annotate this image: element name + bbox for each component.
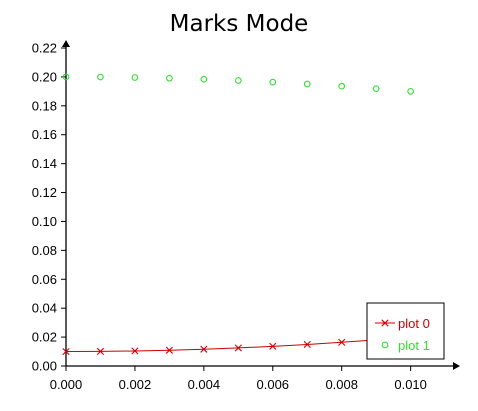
y-tick-label: 0.04 (32, 301, 57, 316)
data-point (234, 77, 242, 84)
plot-area (62, 73, 415, 356)
legend-item: plot 0 (375, 316, 430, 331)
series-line (65, 336, 411, 353)
y-tick-label: 0.22 (32, 41, 57, 56)
y-tick-label: 0.10 (32, 214, 57, 229)
legend-box (366, 302, 445, 360)
y-tick-label: 0.06 (32, 272, 57, 287)
legend-marker (381, 319, 389, 327)
x-tick-label: 0.000 (50, 377, 83, 392)
data-point (62, 73, 70, 81)
data-point (234, 344, 242, 352)
x-tick-label: 0.010 (394, 377, 427, 392)
x-tick-label: 0.008 (325, 377, 358, 392)
chart-title: Marks Mode (170, 11, 309, 37)
legend-item: plot 1 (381, 338, 430, 353)
legend: plot 0 plot 1 (366, 302, 445, 360)
data-point (97, 73, 104, 81)
data-point (166, 74, 173, 82)
data-point (338, 338, 346, 346)
x-tick-label: 0.002 (119, 377, 152, 392)
x-tick-label: 0.004 (188, 377, 221, 392)
data-point (338, 82, 346, 90)
data-point (200, 345, 208, 353)
axes: 0.00 0.02 0.04 0.06 0.08 0.10 0.12 0.14 0.16 0.18… (32, 40, 460, 392)
y-axis-arrow (62, 40, 70, 47)
y-tick-label: 0.16 (32, 127, 57, 142)
y-tick-label: 0.18 (32, 98, 57, 113)
y-tick-label: 0.08 (32, 243, 57, 258)
data-point (131, 347, 139, 355)
legend-label: plot 1 (398, 338, 430, 353)
data-point (303, 340, 311, 349)
y-tick-label: 0.14 (32, 156, 57, 171)
data-point (131, 74, 139, 81)
y-tick-label: 0.12 (32, 185, 57, 200)
series-0 (62, 333, 415, 356)
data-point (165, 346, 173, 354)
y-tick-label: 0.20 (32, 69, 57, 84)
legend-label: plot 0 (398, 316, 430, 331)
data-point (303, 80, 311, 88)
data-point (200, 75, 208, 83)
data-point (269, 78, 277, 86)
data-point (269, 342, 277, 350)
data-point (96, 347, 105, 355)
data-point (407, 88, 414, 95)
series-1 (62, 73, 414, 95)
x-tick-label: 0.006 (257, 377, 290, 392)
y-tick-label: 0.02 (32, 330, 57, 345)
data-point (62, 347, 70, 356)
x-axis-arrow (453, 362, 460, 370)
legend-marker (381, 341, 389, 349)
y-tick-label: 0.00 (32, 359, 57, 374)
data-point (372, 85, 380, 92)
